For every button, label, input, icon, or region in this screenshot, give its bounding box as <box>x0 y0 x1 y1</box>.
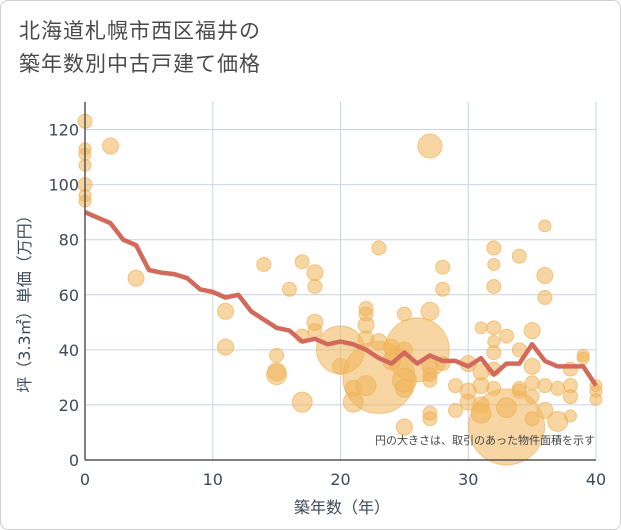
bubble-88 <box>550 380 566 396</box>
bubble-81 <box>524 389 540 405</box>
bubble-63 <box>486 240 502 256</box>
bubble-68 <box>486 345 502 361</box>
bubble-19 <box>306 264 324 282</box>
title-line-2: 築年数別中古戸建て価格 <box>19 52 261 76</box>
bubble-80 <box>524 375 540 391</box>
bubble-42 <box>384 317 450 383</box>
bubble-18 <box>291 391 313 413</box>
bubble-85 <box>537 290 553 306</box>
bubble-16 <box>294 254 310 270</box>
x-tick-30: 30 <box>458 470 478 489</box>
bubble-58 <box>474 321 488 335</box>
bubble-10 <box>217 338 235 356</box>
axes <box>84 102 596 461</box>
x-axis-label: 築年数（年） <box>294 498 390 517</box>
grid-lines <box>85 102 597 460</box>
y-tick-60: 60 <box>59 286 79 305</box>
bubble-47 <box>422 372 438 388</box>
bubble-layer <box>77 113 603 466</box>
bubble-20 <box>307 279 323 295</box>
bubble-95 <box>576 351 590 365</box>
title-line-1: 北海道札幌市西区福井の <box>19 19 261 43</box>
x-tick-0: 0 <box>80 470 90 489</box>
bubble-64 <box>487 257 501 271</box>
x-tick-40: 40 <box>586 470 606 489</box>
bubble-31 <box>371 240 387 256</box>
bubble-43 <box>417 133 443 159</box>
bubble-9 <box>217 302 235 320</box>
y-axis-label: 坪（3.3㎡）単価（万円） <box>15 207 34 392</box>
bubble-66 <box>486 320 502 336</box>
bubble-51 <box>435 281 451 297</box>
bubble-12 <box>269 347 285 363</box>
bubble-40 <box>394 378 414 398</box>
bubble-8 <box>127 269 145 287</box>
bubble-54 <box>447 402 463 418</box>
bubble-50 <box>435 259 451 275</box>
chart-title: 北海道札幌市西区福井の 築年数別中古戸建て価格 <box>19 15 439 81</box>
bubble-83 <box>538 219 552 233</box>
bubble-78 <box>523 322 541 340</box>
bubble-49 <box>422 411 438 427</box>
bubble-33 <box>355 375 377 397</box>
x-tick-20: 20 <box>330 470 350 489</box>
bubble-15 <box>281 281 297 297</box>
bubble-84 <box>536 266 554 284</box>
bubble-44 <box>420 301 440 321</box>
bubble-79 <box>523 357 541 375</box>
bubble-77 <box>511 380 527 396</box>
bubble-98 <box>589 392 603 406</box>
bubble-22 <box>307 323 323 339</box>
x-tick-10: 10 <box>203 470 223 489</box>
bubble-73 <box>468 388 546 466</box>
y-tick-20: 20 <box>59 396 79 415</box>
bubble-7 <box>102 137 120 155</box>
bubble-74 <box>511 248 527 264</box>
bubble-86 <box>537 378 553 394</box>
bubble-11 <box>256 256 272 272</box>
bubble-60 <box>472 377 490 395</box>
bubble-71 <box>499 328 515 344</box>
tick-labels: 0 20 40 60 80 100 120 0 10 20 30 40 <box>48 121 606 489</box>
y-tick-40: 40 <box>59 341 79 360</box>
trend-line <box>84 210 598 387</box>
bubble-87 <box>536 401 554 419</box>
bubble-65 <box>486 279 502 295</box>
size-note: 円の大きさは、取引のあった物件面積を示す <box>375 433 595 447</box>
bubble-92 <box>562 389 578 405</box>
y-tick-0: 0 <box>69 451 79 470</box>
bubble-41 <box>395 418 413 436</box>
y-tick-120: 120 <box>48 121 79 140</box>
bubble-14 <box>266 364 288 386</box>
bubble-93 <box>563 409 577 423</box>
y-tick-80: 80 <box>59 231 79 250</box>
y-tick-100: 100 <box>48 176 79 195</box>
bubble-82 <box>524 411 540 427</box>
